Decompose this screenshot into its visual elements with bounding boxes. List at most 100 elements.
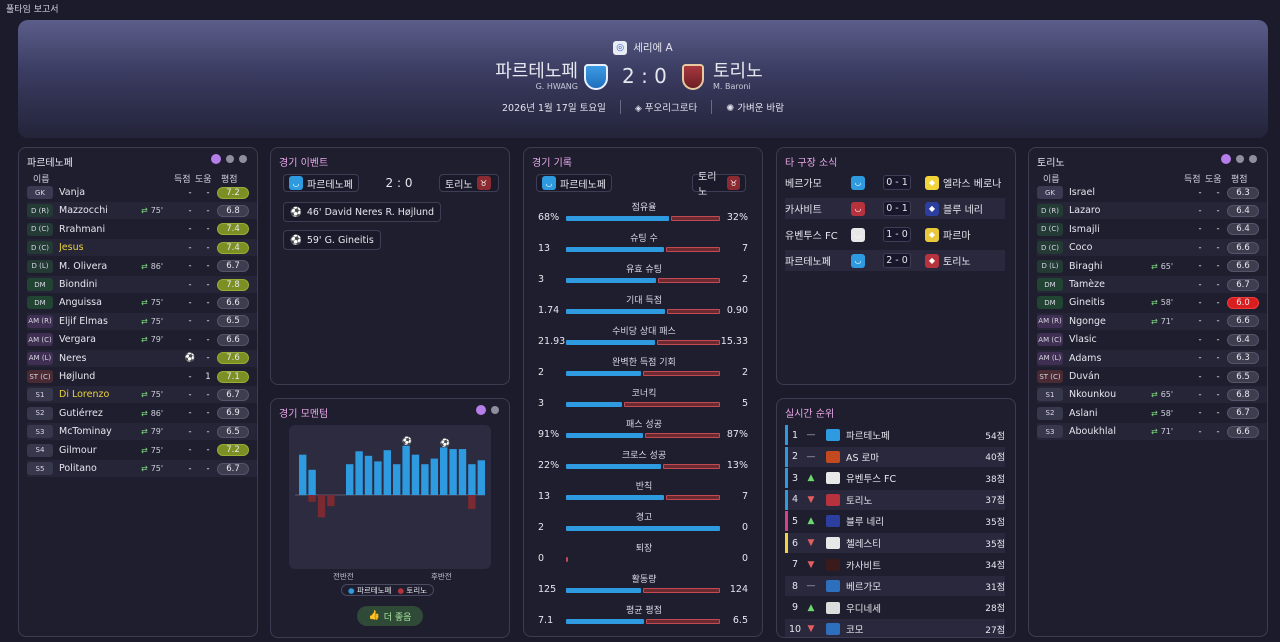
home-team-name: 파르테노페 [495,61,578,82]
player-row[interactable]: AM (L) Neres ⚽ -7.6 [27,349,257,367]
result-away-team: 토리노 [943,257,971,268]
standings-row[interactable]: 9 ▲ 우디네세 28점 [785,598,1005,618]
player-name: Biraghi [1069,260,1103,272]
match-info: 2026년 1월 17일 토요일 ◈ 푸오리그로타 ✺ 가벼운 바람 [18,100,1268,114]
points: 37점 [985,496,1005,507]
goals: - [188,261,192,272]
player-row[interactable]: S2 Gutiérrez ⇄ 86' - -6.9 [27,405,257,422]
dot-icon[interactable] [1249,155,1257,163]
rank: 1 [791,429,799,441]
player-row[interactable]: S3 McTominay ⇄ 79' - -6.5 [27,423,257,441]
assists: - [206,445,210,456]
player-row[interactable]: D (C) Jesus - -7.4 [27,239,257,257]
player-row[interactable]: S4 Gilmour ⇄ 75' - -7.2 [27,442,257,459]
player-row[interactable]: S5 Politano ⇄ 75' - -6.7 [27,460,257,477]
stat-home-value: 22% [538,460,560,471]
panel-options[interactable] [211,154,247,164]
result-score: 0 - 1 [883,175,911,190]
player-row[interactable]: DM Tamèze - -6.7 [1037,276,1267,293]
player-name: Gutiérrez [59,407,103,419]
substitution: ⇄ 58' [1151,409,1191,418]
player-row[interactable]: D (C) Coco - -6.6 [1037,239,1267,257]
player-row[interactable]: AM (R) Eljif Elmas ⇄ 75' - -6.5 [27,312,257,330]
points: 40점 [985,453,1005,464]
player-row[interactable]: S1 Nkounkou ⇄ 65' - -6.8 [1037,386,1267,404]
momentum-home-bar [374,461,382,495]
position-badge: AM (R) [1037,314,1063,328]
player-row[interactable]: D (L) Biraghi ⇄ 65' - -6.6 [1037,258,1267,275]
player-row[interactable]: S1 Di Lorenzo ⇄ 75' - -6.7 [27,386,257,404]
sub-minute: 86' [150,408,164,418]
player-row[interactable]: D (C) Ismajli - -6.4 [1037,221,1267,238]
player-row[interactable]: S2 Aslani ⇄ 58' - -6.7 [1037,405,1267,422]
event-text: 46' David Neres R. Højlund [306,206,435,218]
home-crest-icon: ◡ [542,176,556,190]
standings-row[interactable]: 1 — 파르테노페 54점 [785,425,1005,445]
stat-name: 기대 득점 [626,296,662,306]
player-row[interactable]: D (C) Rrahmani - -7.4 [27,221,257,238]
stat-name: 완벽한 득점 기회 [612,358,676,368]
stat-home-value: 2 [538,367,545,378]
player-row[interactable]: DM Gineitis ⇄ 58' - -6.0 [1037,294,1267,311]
standings-row[interactable]: 3 ▲ 유벤투스 FC 38점 [785,468,1005,489]
event-item[interactable]: ⚽ 46' David Neres R. Højlund [283,202,442,222]
dot-icon[interactable] [491,406,499,414]
player-row[interactable]: D (L) M. Olivera ⇄ 86' - -6.7 [27,258,257,275]
panel-options[interactable] [1221,154,1257,164]
rating-badge: 6.6 [1227,425,1259,438]
dot-icon[interactable] [1236,155,1244,163]
player-row[interactable]: AM (C) Vergara ⇄ 79' - -6.6 [27,331,257,348]
stat-away-value: 124 [729,584,748,595]
stat-home-bar [566,278,656,283]
color-dot-icon[interactable] [1221,154,1231,164]
standings-row[interactable]: 5 ▲ 블루 네리 35점 [785,511,1005,532]
stat-away-bar [657,340,720,345]
player-row[interactable]: S3 Aboukhlal ⇄ 71' - -6.6 [1037,423,1267,441]
like-button[interactable]: 👍 더 좋음 [357,606,423,626]
standings-row[interactable]: 6 ▼ 첼레스티 35점 [785,533,1005,553]
color-dot-icon[interactable] [476,405,486,415]
assists: - [1216,316,1220,327]
result-row[interactable]: 베르가모 ◡ 0 - 1 ◆ 엘라스 베로나 [785,172,1005,193]
stat-home-bar [566,433,643,438]
result-row[interactable]: 카사비트 ◡ 0 - 1 ◆ 블루 네리 [785,198,1005,219]
dot-icon[interactable] [226,155,234,163]
result-row[interactable]: 파르테노페 ◡ 2 - 0 ◆ 토리노 [785,250,1005,271]
event-item[interactable]: ⚽ 59' G. Gineitis [283,230,381,250]
player-row[interactable]: DM Biondini - -7.8 [27,276,257,293]
standings-row[interactable]: 4 ▼ 토리노 37점 [785,489,1005,510]
goal-icon: ⚽ [290,234,302,246]
player-row[interactable]: GK Vanja - -7.2 [27,184,257,201]
result-row[interactable]: 유벤투스 FC ◡ 1 - 0 ◆ 파르마 [785,224,1005,245]
result-home-team: 카사비트 [785,205,822,216]
player-row[interactable]: D (R) Lazaro - -6.4 [1037,202,1267,220]
standings-row[interactable]: 2 — AS 로마 40점 [785,446,1005,467]
player-row[interactable]: AM (C) Vlasic - -6.4 [1037,331,1267,348]
standings-row[interactable]: 8 — 베르가모 31점 [785,576,1005,597]
player-row[interactable]: D (R) Mazzocchi ⇄ 75' - -6.8 [27,202,257,220]
substitution: ⇄ 79' [141,427,181,436]
team-name: 카사비트 [846,560,881,572]
player-row[interactable]: AM (L) Adams - -6.3 [1037,349,1267,367]
standings-row[interactable]: 7 ▼ 카사비트 34점 [785,555,1005,575]
momentum-options[interactable] [476,405,499,415]
standings-row[interactable]: 10 ▼ 코모 27점 [785,619,1005,637]
player-row[interactable]: AM (R) Ngonge ⇄ 71' - -6.6 [1037,312,1267,330]
team-name: 블루 네리 [846,517,884,529]
player-row[interactable]: ST (C) Højlund - 1 7.1 [27,368,257,385]
dot-icon[interactable] [239,155,247,163]
stat-away-bar [658,278,720,283]
player-row[interactable]: DM Anguissa ⇄ 75' - -6.6 [27,294,257,311]
stat-away-bar [663,464,720,469]
color-dot-icon[interactable] [211,154,221,164]
player-name: Israel [1069,187,1095,198]
substitution: ⇄ 75' [141,317,181,326]
player-row[interactable]: ST (C) Duván - -6.5 [1037,368,1267,385]
rating-badge: 6.4 [1227,204,1259,217]
team-crest-icon: ◆ [925,175,939,190]
player-row[interactable]: GK Israel - -6.3 [1037,184,1267,201]
first-half-label: 전반전 [333,572,354,581]
stat-away-bar [643,371,720,376]
rank: 3 [791,472,799,484]
goals: - [188,426,192,437]
